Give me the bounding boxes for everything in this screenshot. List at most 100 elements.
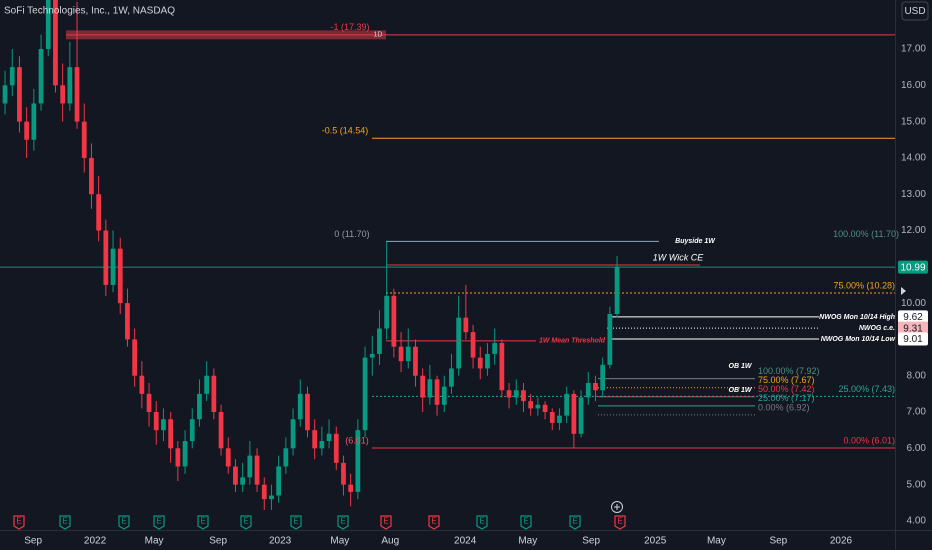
candle-body <box>578 397 584 434</box>
earnings-marker[interactable] <box>476 515 488 530</box>
candle-body <box>355 430 361 492</box>
candle-body <box>103 230 109 285</box>
candle-body <box>276 466 282 496</box>
earnings-marker[interactable] <box>520 515 532 530</box>
level-label: 75.00% (7.67) <box>758 375 815 385</box>
candle-body <box>254 455 260 485</box>
candle-body <box>449 368 454 387</box>
chart-title: SoFi Technologies, Inc., 1W, NASDAQ <box>4 6 175 17</box>
candle-body <box>499 343 505 391</box>
annotation: 1D <box>374 32 383 39</box>
candle-body <box>168 419 174 449</box>
earnings-marker[interactable] <box>118 515 130 530</box>
add-icon[interactable] <box>611 501 623 513</box>
level-label: 100.00% (11.70) <box>833 229 899 239</box>
earnings-label: E <box>479 517 484 526</box>
level-label: NWOG Mon 10/14 High <box>819 314 895 321</box>
candle-body <box>225 448 231 467</box>
candle-body <box>31 103 37 140</box>
candle-body <box>117 248 123 304</box>
earnings-marker[interactable] <box>240 515 252 530</box>
candle-body <box>67 67 73 104</box>
earnings-marker[interactable] <box>153 515 165 530</box>
x-tick-label: 2022 <box>84 536 107 547</box>
candle-body <box>24 121 30 140</box>
candle-body <box>557 415 562 423</box>
scroll-arrow[interactable] <box>901 287 906 295</box>
candle-body <box>261 484 267 500</box>
candle-body <box>333 433 339 463</box>
candle-body <box>218 412 224 449</box>
level-label: 50.00% (7.42) <box>758 384 815 394</box>
candle-body <box>175 448 181 467</box>
candle-body <box>420 375 426 398</box>
currency-button[interactable] <box>901 1 929 21</box>
candle-body <box>456 317 462 369</box>
earnings-label: E <box>523 517 528 526</box>
candle-body <box>89 157 94 195</box>
candle-body <box>45 0 51 50</box>
add-icon-plus <box>614 504 620 510</box>
earnings-marker[interactable] <box>290 515 302 530</box>
level-label: 25.00% (7.17) <box>758 393 815 403</box>
earnings-marker[interactable] <box>428 515 440 530</box>
x-tick-label: Sep <box>769 536 787 547</box>
candle-body <box>542 404 548 413</box>
earnings-label: E <box>121 517 126 526</box>
x-tick-label: Sep <box>582 536 600 547</box>
candle-body <box>513 390 519 398</box>
level-label: 1W Mean Threshold <box>539 338 606 345</box>
earnings-marker[interactable] <box>337 515 349 530</box>
earnings-marker[interactable] <box>614 515 626 530</box>
y-tick-label: 7.00 <box>907 407 927 418</box>
candle-body <box>53 0 58 86</box>
earnings-marker[interactable] <box>13 515 25 530</box>
y-tick-label: 12.00 <box>901 225 926 236</box>
y-tick-label: 4.00 <box>907 516 927 527</box>
price-label-box <box>898 332 928 346</box>
level-label: 25.00% (7.43) <box>838 384 895 394</box>
x-tick-label: May <box>707 536 726 547</box>
earnings-label: E <box>431 517 436 526</box>
annotation: OB 1W <box>729 363 753 370</box>
level-label-bg <box>536 336 608 345</box>
candle-body <box>2 85 8 104</box>
level-label: 1W Wick CE <box>653 252 704 262</box>
candle-body <box>60 85 66 104</box>
candle-body <box>290 419 296 449</box>
earnings-marker[interactable] <box>197 515 209 530</box>
earnings-label: E <box>617 517 622 526</box>
level-label: 0 (11.70) <box>334 229 369 239</box>
candle-body <box>413 346 418 376</box>
price-label: 9.01 <box>903 334 923 345</box>
candle-body <box>161 419 166 431</box>
price-label: 10.99 <box>900 262 925 273</box>
y-tick-label: 6.00 <box>907 443 927 454</box>
candle-body <box>326 433 332 442</box>
candle-body <box>441 386 447 405</box>
x-tick-label: Aug <box>381 536 399 547</box>
candle-body <box>297 393 303 420</box>
candle-body <box>434 379 440 405</box>
x-tick-label: 2025 <box>644 536 667 547</box>
candle-body <box>593 382 598 391</box>
earnings-marker[interactable] <box>380 515 392 530</box>
candle-body <box>125 303 130 340</box>
level-label-bg <box>819 324 895 333</box>
candle-body <box>146 393 152 413</box>
candle-body <box>470 332 476 358</box>
earnings-label: E <box>62 517 67 526</box>
earnings-marker[interactable] <box>569 515 581 530</box>
level-label-bg <box>819 312 895 321</box>
level-label: 0.00% (6.92) <box>758 402 810 412</box>
candle-body <box>269 495 274 500</box>
candle-body <box>189 419 195 442</box>
candle-body <box>211 375 217 413</box>
candle-body <box>585 382 591 398</box>
earnings-marker[interactable] <box>59 515 71 530</box>
x-tick-label: May <box>330 536 349 547</box>
currency[interactable]: USD <box>904 6 925 17</box>
candle-body <box>153 412 159 431</box>
level-label-bg <box>659 237 731 246</box>
